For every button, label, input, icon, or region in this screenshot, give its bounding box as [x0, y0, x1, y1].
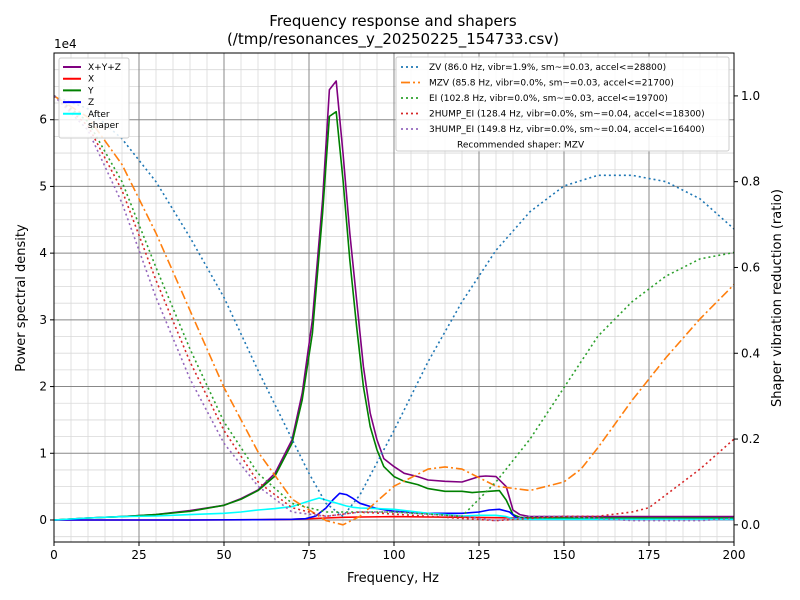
- y-tick-label: 6: [39, 113, 47, 127]
- x-tick-label: 75: [301, 548, 316, 562]
- x-tick-label: 50: [216, 548, 231, 562]
- shaper-line-4: [53, 95, 735, 522]
- x-tick-label: 200: [723, 548, 746, 562]
- shaper-line-1: [53, 95, 735, 526]
- shaper-legend: ZV (86.0 Hz, vibr=1.9%, sm~=0.03, accel<…: [395, 56, 730, 152]
- y2-tick-label: 0.0: [741, 518, 760, 532]
- x-tick-label: 125: [468, 548, 491, 562]
- psd-legend-label: After shaper: [88, 110, 119, 131]
- x-tick-label: 0: [50, 548, 58, 562]
- x-tick-label: 175: [638, 548, 661, 562]
- shaper-legend-label: ZV (86.0 Hz, vibr=1.9%, sm~=0.03, accel<…: [429, 63, 666, 73]
- shaper-legend-label: MZV (85.8 Hz, vibr=0.0%, sm~=0.03, accel…: [429, 79, 674, 89]
- y-tick-label: 1: [39, 446, 47, 460]
- y-tick-label: 5: [39, 179, 47, 193]
- shaper-legend-label: EI (102.8 Hz, vibr=0.0%, sm~=0.03, accel…: [429, 94, 668, 104]
- y2-tick-label: 0.2: [741, 432, 760, 446]
- recommended-shaper-text: Recommended shaper: MZV: [457, 141, 585, 151]
- psd-legend-label: Y: [87, 86, 94, 96]
- y-offset-label: 1e4: [54, 37, 77, 51]
- psd-line-2: [53, 110, 734, 521]
- x-tick-label: 100: [383, 548, 406, 562]
- y-tick-label: 2: [39, 380, 47, 394]
- y2-tick-label: 1.0: [741, 89, 760, 103]
- psd-legend-label: Z: [88, 98, 94, 108]
- y-axis-label: Power spectral density: [14, 224, 29, 372]
- chart-title: Frequency response and shapers: [269, 12, 517, 30]
- chart-subtitle: (/tmp/resonances_y_20250225_154733.csv): [227, 30, 559, 49]
- y-tick-label: 0: [39, 513, 47, 527]
- shaper-legend-box: [395, 56, 730, 152]
- y-tick-label: 4: [39, 246, 47, 260]
- shaper-legend-label: 3HUMP_EI (149.8 Hz, vibr=0.0%, sm~=0.04,…: [429, 125, 705, 135]
- x-tick-label: 25: [131, 548, 146, 562]
- psd-line-4: [53, 497, 734, 521]
- tick-layer: 0 25 50 75 100 125 150 175 200 0 1 2 3 4 5 6 0.0 0.2 0.4 0.…: [39, 89, 760, 562]
- y-tick-label: 3: [39, 313, 47, 327]
- psd-legend: X+Y+Z XYZ After shaper: [58, 57, 130, 139]
- shaper-series-layer: [53, 95, 735, 526]
- y2-tick-label: 0.8: [741, 175, 760, 189]
- psd-legend-label: X: [88, 75, 94, 85]
- shaper-legend-label: 2HUMP_EI (128.4 Hz, vibr=0.0%, sm~=0.04,…: [429, 110, 705, 120]
- x-tick-label: 150: [553, 548, 576, 562]
- x-axis-label: Frequency, Hz: [347, 571, 439, 586]
- y2-tick-label: 0.4: [741, 346, 760, 360]
- psd-legend-label: X+Y+Z: [88, 63, 121, 73]
- shaper-line-0: [53, 95, 735, 518]
- y2-tick-label: 0.6: [741, 260, 760, 274]
- y2-axis-label: Shaper vibration reduction (ratio): [770, 189, 785, 407]
